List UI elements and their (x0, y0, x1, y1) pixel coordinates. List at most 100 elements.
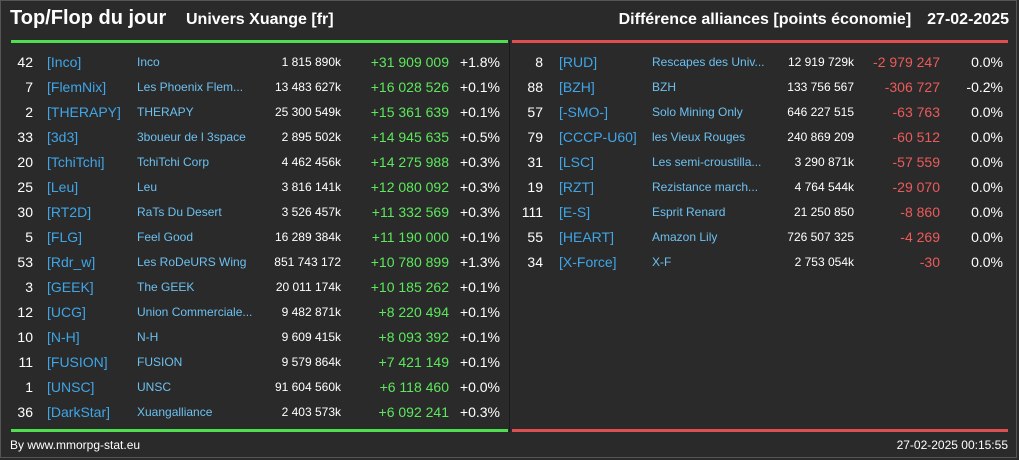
diff-cell: +6 118 460 (379, 379, 449, 395)
alliance-tag-link[interactable]: [Inco] (47, 54, 82, 70)
footer-credit: By www.mmorpg-stat.eu (10, 438, 141, 452)
points-cell: 9 579 864k (281, 355, 341, 369)
diff-cell: +10 185 262 (370, 279, 449, 295)
percent-cell: 0.0% (971, 179, 1003, 195)
flop-row: 79 [CCCP-U60] les Vieux Rouges 240 869 209 -… (512, 125, 1008, 150)
alliance-tag-link[interactable]: [N-H] (47, 329, 80, 345)
alliance-name-link[interactable]: Union Commerciale... (137, 305, 253, 319)
diff-cell: +14 275 988 (370, 154, 449, 170)
flop-panel: 8 [RUD] Rescapes des Univ... 12 919 729k -2 … (512, 40, 1008, 432)
points-cell: 3 526 457k (281, 205, 341, 219)
points-cell: 12 919 729k (787, 55, 854, 69)
alliance-name-link[interactable]: Esprit Renard (652, 205, 726, 219)
alliance-tag-link[interactable]: [CCCP-U60] (559, 129, 637, 145)
panel-divider (509, 40, 510, 432)
flop-row: 34 [X-Force] X-F 2 753 054k -30 0.0% (512, 250, 1008, 275)
date-label: 27-02-2025 (927, 11, 1009, 28)
metric-label: Différence alliances [points économie] (618, 11, 912, 28)
alliance-tag-link[interactable]: [X-Force] (559, 254, 617, 270)
alliance-name-link[interactable]: Rezistance march... (652, 180, 759, 194)
flop-row: 55 [HEART] Amazon Lily 726 507 325 -4 269 0.0… (512, 225, 1008, 250)
alliance-tag-link[interactable]: [RUD] (559, 54, 598, 70)
alliance-tag-link[interactable]: [HEART] (559, 229, 614, 245)
universe-label: Univers Xuange [fr] (186, 11, 334, 28)
percent-cell: +0.5% (459, 129, 500, 145)
alliance-name-link[interactable]: UNSC (137, 380, 172, 394)
diff-cell: +10 780 899 (370, 254, 449, 270)
rank-cell: 30 (17, 204, 33, 220)
alliance-tag-link[interactable]: [GEEK] (47, 279, 94, 295)
alliance-tag-link[interactable]: [RT2D] (47, 204, 92, 220)
alliance-name-link[interactable]: N-H (137, 330, 159, 344)
top-row: 20 [TchiTchi] TchiTchi Corp 4 462 456k +14 2… (11, 150, 508, 175)
alliance-tag-link[interactable]: [TchiTchi] (47, 154, 105, 170)
alliance-tag-link[interactable]: [THERAPY] (47, 104, 121, 120)
alliance-tag-link[interactable]: [BZH] (559, 79, 595, 95)
alliance-name-link[interactable]: Feel Good (137, 230, 194, 244)
rank-cell: 25 (17, 179, 33, 195)
alliance-name-link[interactable]: Leu (137, 180, 158, 194)
alliance-name-link[interactable]: THERAPY (137, 105, 194, 119)
percent-cell: 0.0% (971, 154, 1003, 170)
alliance-tag-link[interactable]: [FlemNix] (47, 79, 107, 95)
rank-cell: 10 (17, 329, 33, 345)
alliance-tag-link[interactable]: [FUSION] (47, 354, 108, 370)
points-cell: 4 764 544k (794, 180, 854, 194)
points-cell: 25 300 549k (274, 105, 341, 119)
percent-cell: +0.1% (459, 279, 500, 295)
rank-cell: 55 (527, 229, 543, 245)
alliance-name-link[interactable]: FUSION (137, 355, 183, 369)
alliance-name-link[interactable]: Xuangalliance (137, 405, 213, 419)
alliance-name-link[interactable]: Les semi-croustilla... (652, 155, 762, 169)
percent-cell: 0.0% (971, 229, 1003, 245)
alliance-tag-link[interactable]: [3d3] (47, 129, 79, 145)
alliance-tag-link[interactable]: [Leu] (47, 179, 79, 195)
points-cell: 133 756 567 (787, 80, 854, 94)
alliance-name-link[interactable]: TchiTchi Corp (137, 155, 210, 169)
diff-cell: -4 269 (900, 229, 940, 245)
top-row: 11 [FUSION] FUSION 9 579 864k +7 421 149 +0.1… (11, 350, 508, 375)
alliance-name-link[interactable]: BZH (652, 80, 676, 94)
diff-cell: -306 727 (884, 79, 940, 95)
alliance-tag-link[interactable]: [UCG] (47, 304, 86, 320)
rank-cell: 3 (25, 279, 33, 295)
diff-cell: +8 220 494 (378, 304, 449, 320)
alliance-tag-link[interactable]: [-SMO-] (559, 104, 608, 120)
points-cell: 3 290 871k (794, 155, 854, 169)
rank-cell: 7 (25, 79, 33, 95)
alliance-name-link[interactable]: 3boueur de l 3space (137, 130, 246, 144)
alliance-name-link[interactable]: Solo Mining Only (652, 105, 743, 119)
alliance-name-link[interactable]: Rescapes des Univ... (652, 55, 765, 69)
alliance-name-link[interactable]: X-F (652, 255, 672, 269)
alliance-name-link[interactable]: Les RoDeURS Wing (137, 255, 247, 269)
top-row: 2 [THERAPY] THERAPY 25 300 549k +15 361 639 +… (11, 100, 508, 125)
alliance-tag-link[interactable]: [E-S] (559, 204, 591, 220)
rank-cell: 11 (18, 354, 33, 370)
points-cell: 3 816 141k (281, 180, 341, 194)
diff-cell: +11 332 569 (371, 204, 449, 220)
alliance-tag-link[interactable]: [DarkStar] (47, 404, 111, 420)
percent-cell: +0.1% (459, 104, 500, 120)
alliance-tag-link[interactable]: [RZT] (559, 179, 594, 195)
top-row: 12 [UCG] Union Commerciale... 9 482 871k +8 … (11, 300, 508, 325)
rank-cell: 57 (527, 104, 543, 120)
rank-cell: 1 (25, 379, 33, 395)
alliance-name-link[interactable]: Amazon Lily (652, 230, 718, 244)
alliance-name-link[interactable]: Les Phoenix Flem... (137, 80, 244, 94)
percent-cell: +0.1% (459, 79, 500, 95)
flop-row: 8 [RUD] Rescapes des Univ... 12 919 729k -2 … (512, 50, 1008, 75)
points-cell: 9 482 871k (281, 305, 341, 319)
alliance-name-link[interactable]: les Vieux Rouges (652, 130, 746, 144)
top-row: 30 [RT2D] RaTs Du Desert 3 526 457k +11 332 … (11, 200, 508, 225)
alliance-tag-link[interactable]: [UNSC] (47, 379, 95, 395)
alliance-name-link[interactable]: RaTs Du Desert (137, 205, 222, 219)
alliance-tag-link[interactable]: [Rdr_w] (47, 254, 96, 270)
alliance-name-link[interactable]: The GEEK (137, 280, 195, 294)
alliance-tag-link[interactable]: [FLG] (47, 229, 83, 245)
flop-row: 19 [RZT] Rezistance march... 4 764 544k -29 … (512, 175, 1008, 200)
alliance-name-link[interactable]: Inco (137, 55, 160, 69)
page-title: Top/Flop du jour (10, 7, 167, 29)
rank-cell: 12 (17, 304, 33, 320)
alliance-tag-link[interactable]: [LSC] (559, 154, 595, 170)
diff-cell: -30 (919, 254, 940, 270)
